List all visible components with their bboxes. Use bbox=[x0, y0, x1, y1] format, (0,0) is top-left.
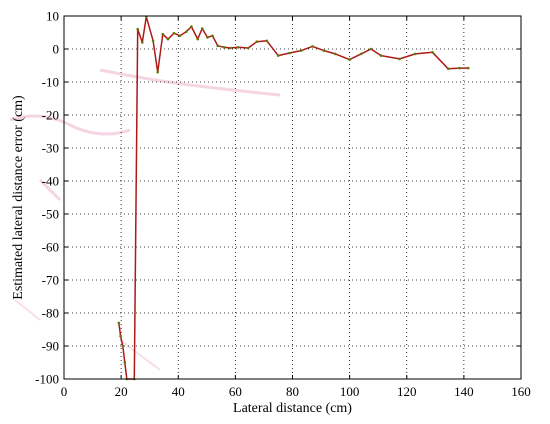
x-tick-label: 80 bbox=[286, 384, 299, 399]
tick-marks bbox=[63, 15, 522, 380]
data-point bbox=[276, 54, 280, 57]
y-tick-label: -10 bbox=[42, 75, 59, 90]
data-point bbox=[141, 41, 144, 44]
x-tick-label: 140 bbox=[454, 384, 474, 399]
x-tick-label: 160 bbox=[511, 384, 531, 399]
x-tick-label: 60 bbox=[229, 384, 242, 399]
series-line bbox=[118, 15, 469, 380]
x-tick-label: 40 bbox=[172, 384, 185, 399]
data-point bbox=[322, 49, 326, 52]
data-point bbox=[196, 37, 199, 41]
data-point bbox=[299, 49, 303, 52]
data-point bbox=[359, 52, 363, 56]
data-point bbox=[311, 45, 314, 48]
data-point bbox=[334, 52, 337, 56]
data-point bbox=[431, 51, 434, 54]
data-point bbox=[206, 36, 209, 39]
data-point bbox=[222, 46, 226, 49]
y-tick-label: 10 bbox=[46, 9, 59, 24]
data-point bbox=[246, 46, 250, 50]
data-point bbox=[228, 46, 232, 50]
data-point bbox=[136, 27, 139, 31]
data-point bbox=[190, 25, 193, 28]
data-point bbox=[236, 46, 240, 49]
ghost-artifacts bbox=[9, 68, 281, 371]
y-axis-label: Estimated lateral distance error (cm) bbox=[11, 95, 26, 300]
series-layer bbox=[117, 15, 470, 381]
data-point bbox=[255, 40, 259, 43]
y-tick-label: -70 bbox=[42, 273, 59, 288]
data-point bbox=[414, 52, 417, 56]
x-tick-label: 0 bbox=[61, 384, 68, 399]
y-tick-label: -60 bbox=[42, 240, 59, 255]
data-point bbox=[184, 30, 188, 34]
y-tick-label: -30 bbox=[42, 141, 59, 156]
data-point bbox=[178, 34, 182, 38]
data-point bbox=[151, 39, 155, 43]
y-tick-label: -80 bbox=[42, 306, 59, 321]
y-tick-label: 0 bbox=[53, 42, 60, 57]
data-point bbox=[121, 344, 125, 348]
y-tick-label: -20 bbox=[42, 108, 59, 123]
data-point bbox=[265, 39, 269, 43]
x-axis-label: Lateral distance (cm) bbox=[233, 401, 352, 416]
data-point bbox=[119, 334, 122, 338]
data-point bbox=[398, 57, 401, 61]
data-point bbox=[166, 37, 170, 41]
data-point bbox=[161, 32, 165, 36]
data-point bbox=[369, 47, 373, 51]
data-point bbox=[156, 70, 159, 74]
data-point bbox=[446, 67, 450, 71]
y-tick-labels: 10 0 -10 -20 -30 -40 -50 -60 -70 -80 -90 -100 bbox=[35, 9, 59, 387]
data-point bbox=[123, 361, 127, 364]
data-point bbox=[211, 34, 214, 38]
data-point bbox=[458, 66, 461, 70]
data-point bbox=[466, 66, 470, 70]
data-point bbox=[117, 321, 121, 325]
y-tick-label: -40 bbox=[42, 174, 59, 189]
data-point bbox=[379, 54, 383, 57]
grid bbox=[64, 16, 521, 379]
y-tick-label: -50 bbox=[42, 207, 59, 222]
x-tick-labels: 0 20 40 60 80 100 120 140 160 bbox=[61, 384, 531, 399]
x-tick-label: 100 bbox=[340, 384, 360, 399]
data-point bbox=[348, 58, 351, 61]
data-point bbox=[200, 27, 204, 30]
x-tick-label: 20 bbox=[115, 384, 128, 399]
data-point bbox=[288, 51, 291, 55]
x-tick-label: 120 bbox=[397, 384, 417, 399]
y-tick-label: -100 bbox=[35, 372, 59, 387]
data-point bbox=[172, 31, 176, 35]
y-tick-label: -90 bbox=[42, 339, 59, 354]
data-point bbox=[216, 44, 219, 47]
